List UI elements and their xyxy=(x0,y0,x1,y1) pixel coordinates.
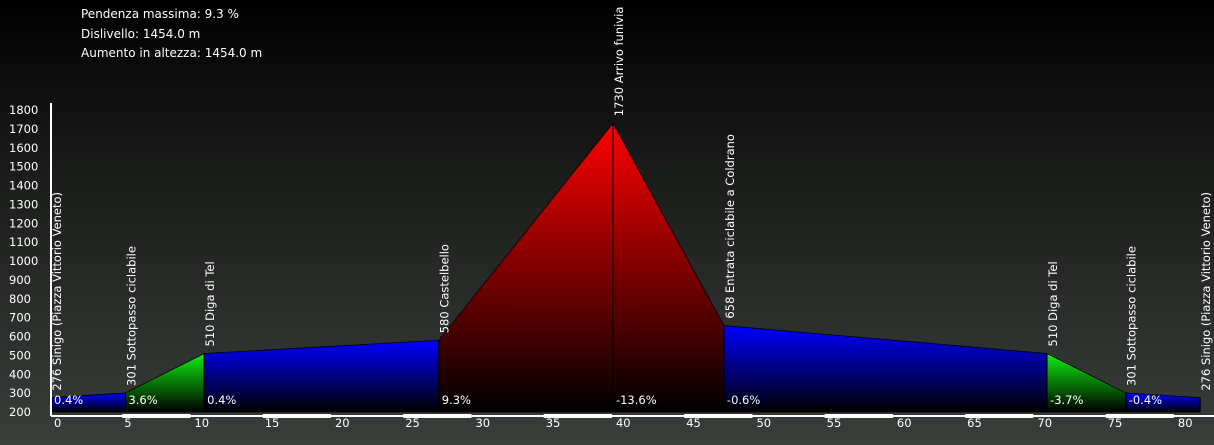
x-tick-label: 80 xyxy=(1178,416,1193,430)
waypoint-label: 510 Diga di Tel xyxy=(203,261,217,346)
x-tick-label: 10 xyxy=(194,416,209,430)
x-tick-label: 65 xyxy=(967,416,982,430)
x-tick-label: 35 xyxy=(546,416,561,430)
profile-segment xyxy=(723,325,1048,413)
total-climb-text: Aumento in altezza: 1454.0 m xyxy=(81,46,263,60)
segment-gradient-label: 9.3% xyxy=(442,393,471,407)
max-gradient-text: Pendenza massima: 9.3 % xyxy=(81,7,239,21)
x-tick-label: 75 xyxy=(1108,416,1123,430)
x-tick-label: 55 xyxy=(827,416,842,430)
y-tick-label: 1700 xyxy=(9,122,38,136)
y-tick-label: 600 xyxy=(9,330,31,344)
distance-scale-bar xyxy=(684,414,753,418)
distance-scale-bar xyxy=(543,414,612,418)
segment-gradient-label: -13.6% xyxy=(616,393,657,407)
x-tick-label: 5 xyxy=(124,416,131,430)
y-tick-label: 1800 xyxy=(9,103,38,117)
distance-scale-bar xyxy=(262,414,331,418)
waypoint-label: 510 Diga di Tel xyxy=(1046,261,1060,346)
y-tick-label: 500 xyxy=(9,348,31,362)
route-stats: Pendenza massima: 9.3 % Dislivello: 1454… xyxy=(81,5,262,64)
x-tick-label: 45 xyxy=(686,416,701,430)
y-tick-label: 1100 xyxy=(9,235,38,249)
segment-gradient-label: 3.6% xyxy=(128,393,157,407)
y-tick-label: 400 xyxy=(9,367,31,381)
y-tick-label: 900 xyxy=(9,273,31,287)
elevation-gain-text: Dislivello: 1454.0 m xyxy=(81,26,201,41)
waypoint-label: 276 Sinigo (Piazza Vittorio Veneto) xyxy=(50,192,64,391)
x-tick-label: 0 xyxy=(54,416,61,430)
x-tick-label: 25 xyxy=(405,416,420,430)
segment-gradient-label: 0.4% xyxy=(207,393,236,407)
x-tick-label: 30 xyxy=(475,416,490,430)
profile-segment xyxy=(438,122,614,413)
x-tick-label: 40 xyxy=(616,416,631,430)
profile-segment xyxy=(203,339,440,413)
distance-scale-bar xyxy=(824,414,893,418)
x-tick-label: 15 xyxy=(265,416,280,430)
segment-gradient-label: 0.4% xyxy=(54,393,83,407)
segment-gradient-label: -0.4% xyxy=(1129,393,1162,407)
x-tick-label: 50 xyxy=(756,416,771,430)
waypoint-label: 1730 Arrivo funivia xyxy=(612,7,626,117)
waypoint-label: 276 Sinigo (Piazza Vittorio Veneto) xyxy=(1199,192,1213,391)
segment-gradient-label: -0.6% xyxy=(727,393,760,407)
y-tick-label: 700 xyxy=(9,311,31,325)
y-tick-label: 200 xyxy=(9,405,31,419)
x-tick-label: 60 xyxy=(897,416,912,430)
distance-scale-bar xyxy=(965,414,1034,418)
segment-gradient-label: -3.7% xyxy=(1050,393,1083,407)
y-tick-label: 1000 xyxy=(9,254,38,268)
distance-scale-bar xyxy=(403,414,472,418)
waypoint-label: 301 Sottopasso ciclabile xyxy=(1125,246,1139,386)
y-tick-label: 1600 xyxy=(9,141,38,155)
profile-segment xyxy=(612,123,725,413)
y-tick-label: 1300 xyxy=(9,197,38,211)
distance-scale-bar xyxy=(122,414,191,418)
y-tick-label: 1400 xyxy=(9,179,38,193)
y-tick-label: 300 xyxy=(9,386,31,400)
x-tick-label: 70 xyxy=(1037,416,1052,430)
y-tick-label: 800 xyxy=(9,292,31,306)
y-tick-label: 1500 xyxy=(9,160,38,174)
waypoint-label: 658 Entrata ciclabile a Coldrano xyxy=(723,134,737,319)
y-tick-label: 1200 xyxy=(9,216,38,230)
x-tick-label: 20 xyxy=(335,416,350,430)
waypoint-label: 301 Sottopasso ciclabile xyxy=(124,246,138,386)
waypoint-label: 580 Castelbello xyxy=(438,244,452,333)
distance-scale-bar xyxy=(1105,414,1174,418)
